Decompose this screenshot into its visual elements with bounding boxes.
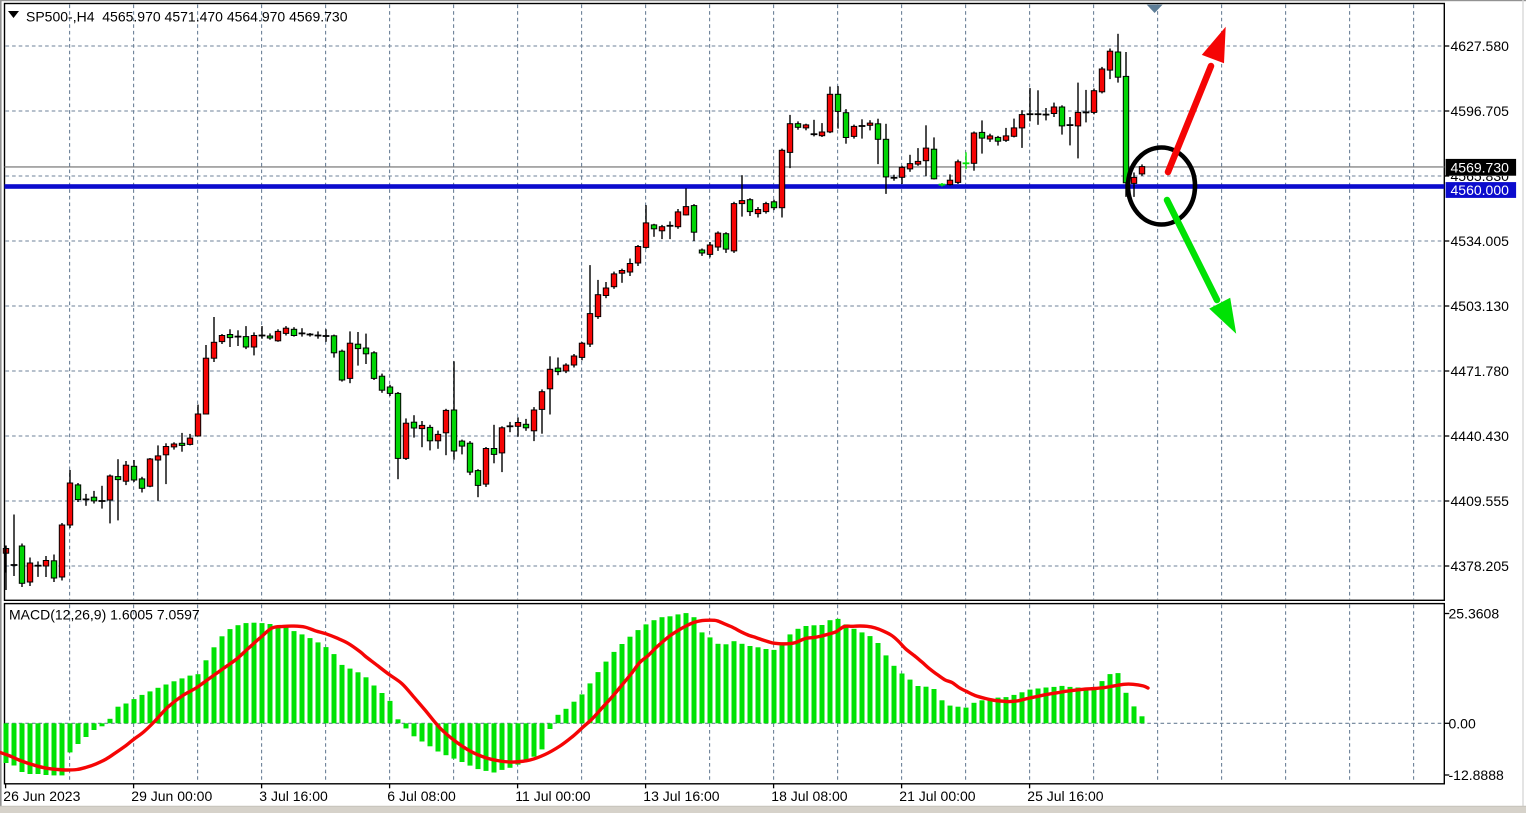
svg-text:18 Jul 08:00: 18 Jul 08:00 xyxy=(771,788,847,804)
svg-text:4560.000: 4560.000 xyxy=(1451,182,1510,198)
svg-text:4569.730: 4569.730 xyxy=(1451,159,1510,175)
svg-text:4440.430: 4440.430 xyxy=(1451,428,1510,444)
svg-text:4534.005: 4534.005 xyxy=(1451,233,1510,249)
svg-text:11 Jul 00:00: 11 Jul 00:00 xyxy=(515,788,590,804)
svg-text:SP500-,H4 4565.970 4571.470 4: SP500-,H4 4565.970 4571.470 4564.970 456… xyxy=(26,9,348,25)
svg-text:0.00: 0.00 xyxy=(1449,715,1476,731)
svg-text:4471.780: 4471.780 xyxy=(1451,363,1510,379)
svg-text:4378.205: 4378.205 xyxy=(1451,558,1510,574)
svg-text:3 Jul 16:00: 3 Jul 16:00 xyxy=(259,788,328,804)
svg-text:13 Jul 16:00: 13 Jul 16:00 xyxy=(643,788,719,804)
svg-text:4503.130: 4503.130 xyxy=(1451,298,1510,314)
svg-text:MACD(12,26,9) 1.6005 7.0597: MACD(12,26,9) 1.6005 7.0597 xyxy=(9,607,200,623)
svg-text:6 Jul 08:00: 6 Jul 08:00 xyxy=(387,788,456,804)
svg-text:26 Jun 2023: 26 Jun 2023 xyxy=(3,788,80,804)
svg-text:25 Jul 16:00: 25 Jul 16:00 xyxy=(1027,788,1103,804)
svg-text:21 Jul 00:00: 21 Jul 00:00 xyxy=(899,788,975,804)
svg-text:4565.830: 4565.830 xyxy=(1451,168,1510,184)
svg-text:4627.580: 4627.580 xyxy=(1451,38,1510,54)
svg-text:4409.555: 4409.555 xyxy=(1451,493,1510,509)
svg-text:25.3608: 25.3608 xyxy=(1449,606,1500,622)
svg-text:29 Jun 00:00: 29 Jun 00:00 xyxy=(131,788,212,804)
svg-text:4596.705: 4596.705 xyxy=(1451,103,1510,119)
svg-text:-12.8888: -12.8888 xyxy=(1449,767,1504,783)
